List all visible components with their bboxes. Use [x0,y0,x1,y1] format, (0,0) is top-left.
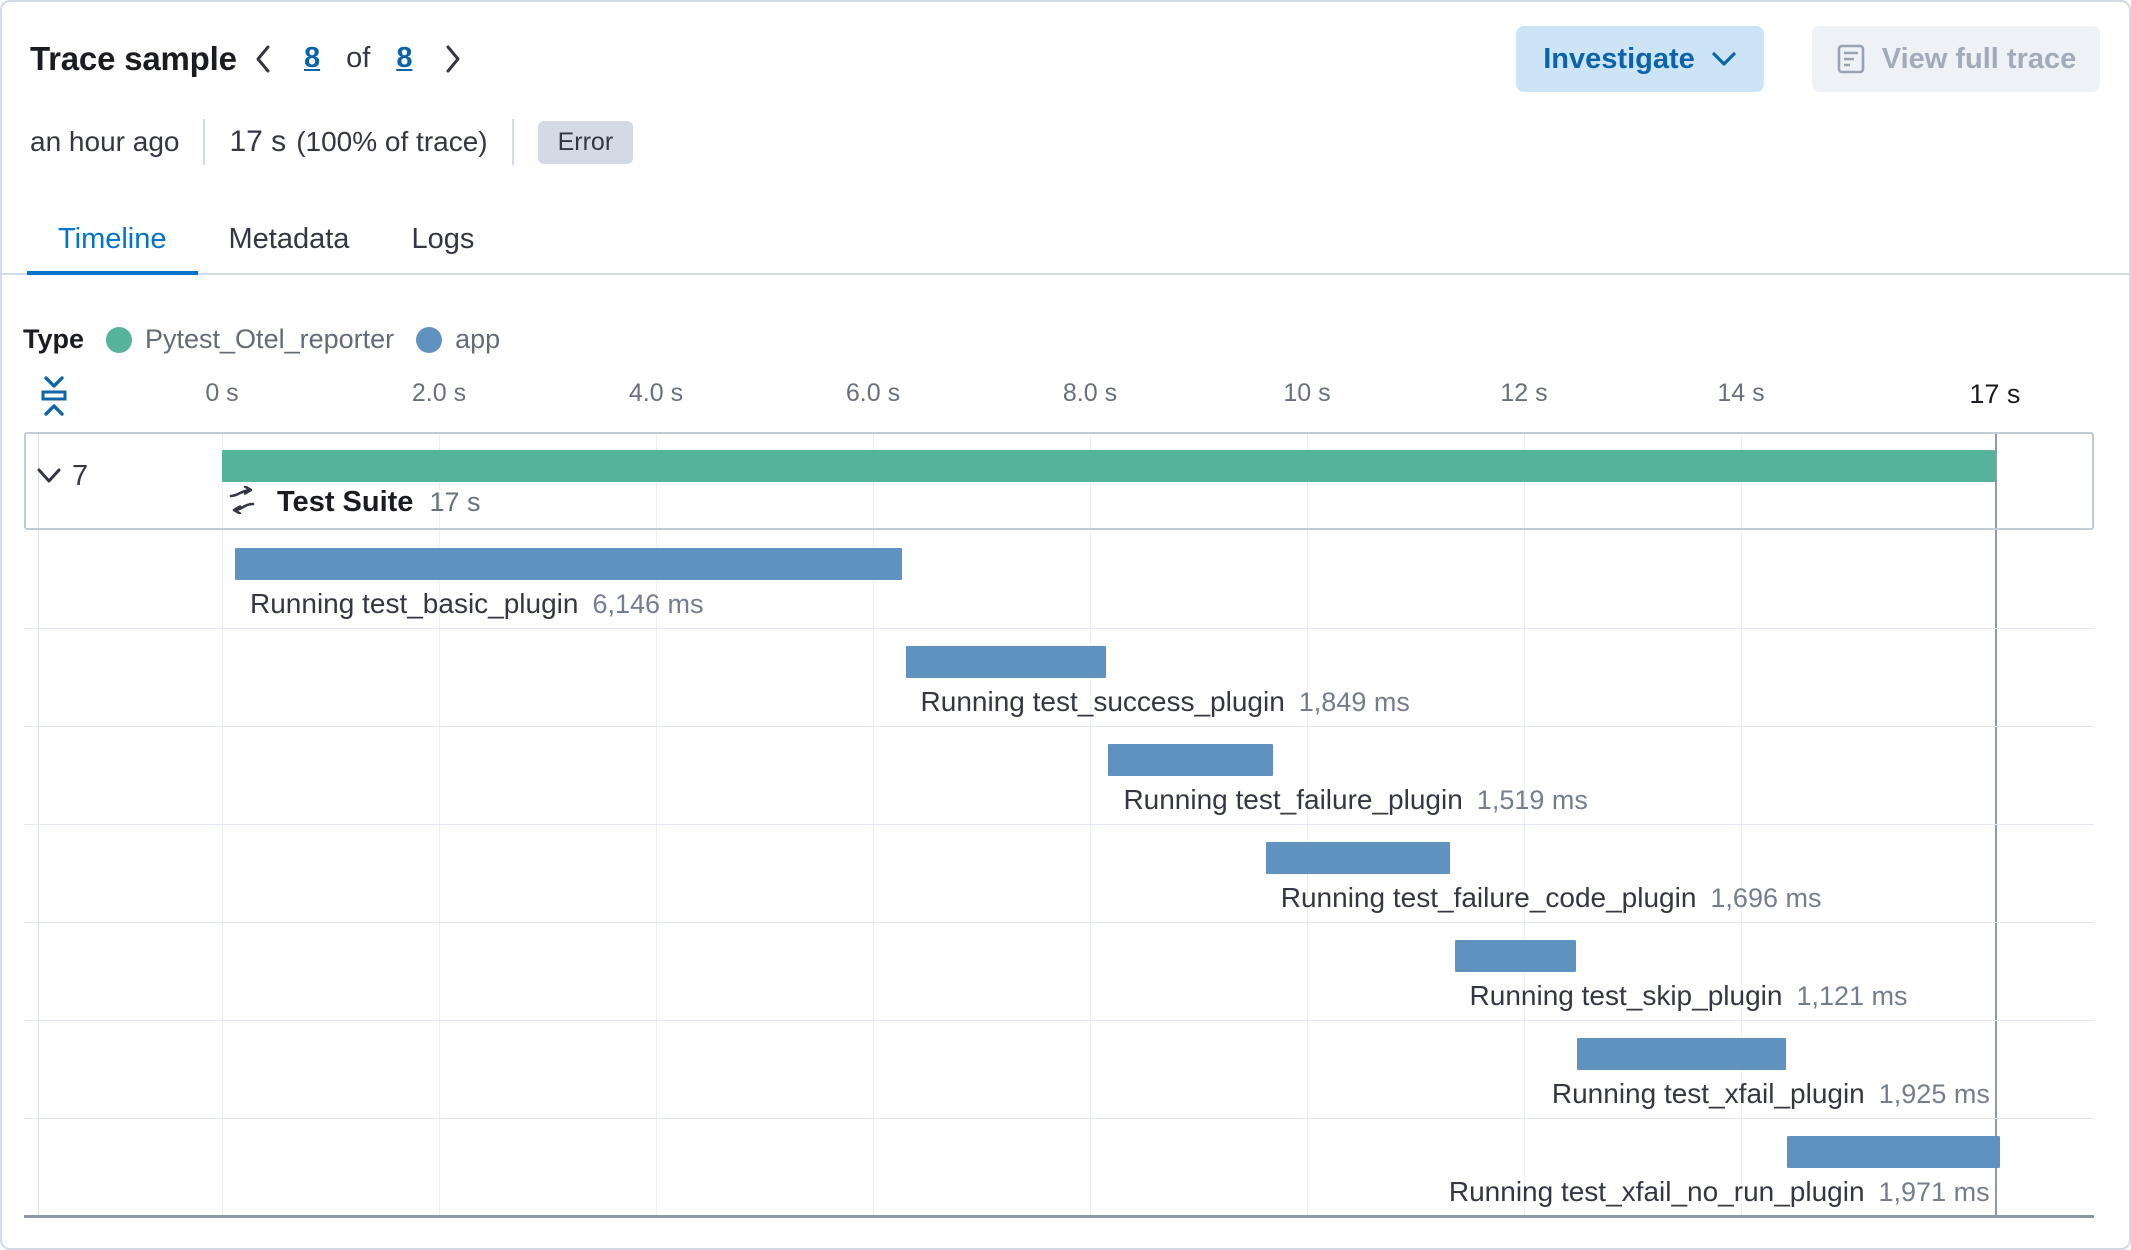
root-span-bar[interactable] [222,450,1995,482]
axis-tick-label: 4.0 s [628,379,684,407]
axis-gridline [222,432,223,1215]
span-duration: 6,146 ms [592,589,704,619]
previous-trace-icon[interactable] [248,44,278,74]
view-full-trace-label: View full trace [1881,42,2077,75]
legend-color-dot [106,326,133,353]
investigate-button[interactable]: Investigate [1516,26,1764,92]
span-bar[interactable] [1577,1038,1787,1070]
legend-item-pytest-otel-reporter: Pytest_Otel_reporter [106,324,394,355]
row-divider [24,824,2094,825]
row-divider [24,628,2094,629]
legend-item-app: app [416,324,500,355]
span-duration: 1,121 ms [1796,981,1908,1011]
legend-color-dot [416,326,443,353]
axis-tick-label: 14 s [1717,379,1765,407]
trace-tabs: Timeline Metadata Logs [2,206,2129,275]
root-span-row-box[interactable] [24,432,2094,530]
span-label: Running test_failure_plugin 1,519 ms [1123,784,1587,816]
chart-bottom-border [24,1215,2094,1218]
span-name: Running test_failure_code_plugin [1280,882,1697,913]
row-divider [24,726,2094,727]
span-duration: 1,849 ms [1298,687,1410,717]
axis-gridline [656,432,657,1215]
span-name: Running test_basic_plugin [250,588,579,619]
child-row-count: 7 [72,460,89,492]
total-trace-link[interactable]: 8 [396,42,413,74]
trace-pagination: 8 of 8 [248,42,468,75]
legend-item-label: Pytest_Otel_reporter [145,324,395,354]
span-bar[interactable] [905,646,1107,678]
axis-tick-label: 2.0 s [411,379,467,407]
axis-tick-label: 0 s [205,379,239,407]
span-label: Running test_skip_plugin 1,121 ms [1470,980,1908,1012]
span-label: Running test_xfail_no_run_plugin 1,971 ms [1449,1176,1990,1208]
chart-left-border [38,432,39,1215]
chevron-down-icon [1711,50,1737,68]
span-duration: 1,696 ms [1710,883,1822,913]
axis-gridline [439,432,440,1215]
row-divider [24,1020,2094,1021]
view-full-trace-button[interactable]: View full trace [1812,26,2100,92]
row-divider [24,1118,2094,1119]
span-label: Running test_xfail_plugin 1,925 ms [1552,1078,1990,1110]
span-name: Running test_success_plugin [920,686,1285,717]
row-divider [24,922,2094,923]
span-duration: 1,971 ms [1878,1177,1990,1207]
span-name: Test Suite [277,486,414,518]
span-bar[interactable] [1265,842,1450,874]
span-duration: 1,925 ms [1878,1079,1990,1109]
tab-timeline[interactable]: Timeline [27,206,198,275]
axis-end-label: 17 s [1969,379,2021,409]
span-duration: 17 s [429,487,481,517]
axis-gridline [1741,432,1742,1215]
page-title: Trace sample [30,40,237,77]
span-name: Running test_xfail_plugin [1551,1078,1865,1109]
root-span-label: Test Suite 17 s [229,485,481,519]
fold-rows-icon[interactable] [38,374,70,418]
next-trace-icon[interactable] [438,44,468,74]
merge-icon [229,485,259,519]
pagination-of-label: of [346,42,371,74]
span-label: Running test_success_plugin 1,849 ms [921,686,1410,718]
axis-gridline [873,432,874,1215]
span-label: Running test_failure_code_plugin 1,696 ms [1281,882,1822,914]
span-name: Running test_failure_plugin [1123,784,1463,815]
divider [203,119,206,165]
type-legend: Type Pytest_Otel_reporter app [23,324,500,355]
trace-timestamp: an hour ago [30,126,180,157]
span-label: Running test_basic_plugin 6,146 ms [250,588,704,620]
span-bar[interactable] [1454,940,1577,972]
tab-metadata[interactable]: Metadata [228,223,350,255]
accordion-chevron-down-icon[interactable] [36,466,62,486]
error-status-badge: Error [537,120,634,164]
axis-tick-label: 6.0 s [845,379,901,407]
axis-gridline [1307,432,1308,1215]
legend-item-label: app [455,324,501,354]
span-name: Running test_skip_plugin [1469,980,1783,1011]
axis-gridline [1090,432,1091,1215]
legend-title: Type [23,324,85,354]
document-icon [1836,43,1866,75]
span-bar[interactable] [1786,1136,2001,1168]
divider [511,119,514,165]
span-name: Running test_xfail_no_run_plugin [1448,1176,1865,1207]
span-bar[interactable] [1108,744,1274,776]
trace-duration-detail: (100% of trace) [296,126,488,157]
span-bar[interactable] [235,548,902,580]
investigate-button-label: Investigate [1543,42,1695,75]
axis-tick-label: 10 s [1283,379,1331,407]
axis-tick-label: 8.0 s [1062,379,1118,407]
trace-duration: 17 s [229,125,287,158]
span-duration: 1,519 ms [1476,785,1588,815]
axis-tick-label: 12 s [1500,379,1548,407]
trace-summary: an hour ago 17 s (100% of trace) Error [30,118,634,166]
tab-logs[interactable]: Logs [411,223,475,255]
axis-gridline [1524,432,1525,1215]
current-trace-link[interactable]: 8 [304,42,321,74]
